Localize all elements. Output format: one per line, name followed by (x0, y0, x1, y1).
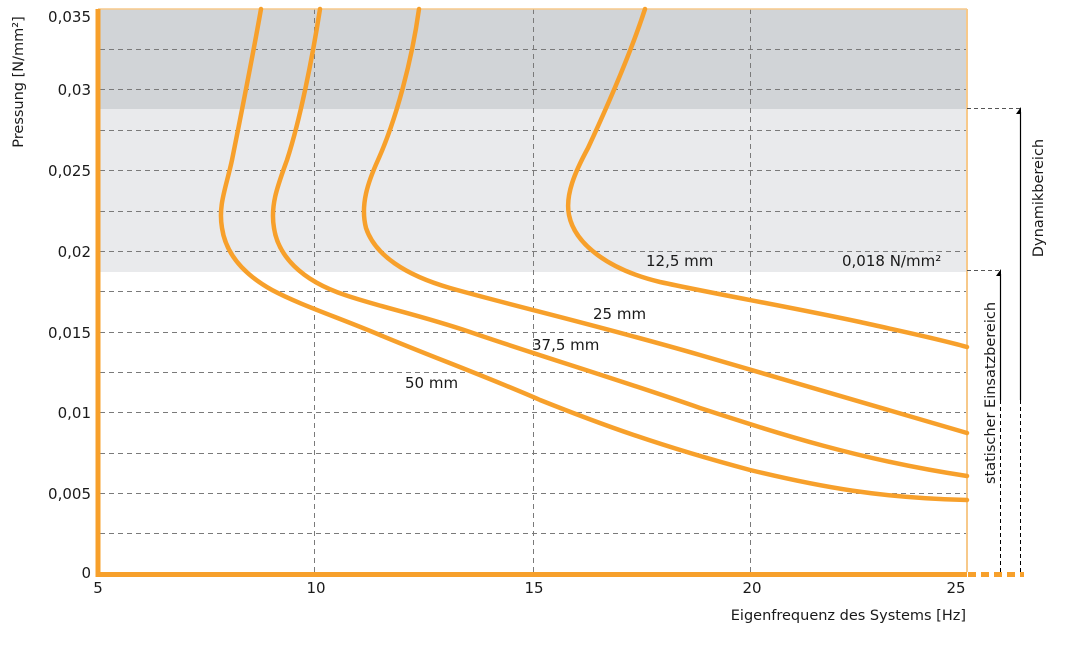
curve-37-5mm (270, 6, 970, 479)
x-tick-labels: 5 10 15 20 25 (93, 579, 965, 597)
x-tick: 15 (524, 579, 543, 597)
label-12-5mm: 12,5 mm (646, 252, 713, 270)
y-tick-labels: 0 0,005 0,01 0,015 0,02 0,025 0,03 0,035 (48, 8, 91, 582)
x-tick: 10 (306, 579, 325, 597)
curve-12-5mm (565, 6, 970, 350)
y-tick: 0,02 (58, 243, 91, 261)
static-range-label: statischer Einsatzbereich (983, 302, 999, 484)
upper-band (98, 9, 967, 109)
label-25mm: 25 mm (593, 305, 646, 323)
dynamic-arrow-icon (1016, 107, 1021, 114)
label-static-limit: 0,018 N/mm² (842, 252, 941, 270)
y-tick: 0,035 (48, 8, 91, 26)
curve-50mm (218, 6, 970, 503)
y-tick: 0,015 (48, 324, 91, 342)
dynamic-band (98, 109, 967, 272)
curves (218, 6, 970, 503)
x-tick: 20 (742, 579, 761, 597)
static-arrow-icon (996, 269, 1001, 276)
y-tick: 0 (81, 564, 91, 582)
y-tick: 0,005 (48, 485, 91, 503)
v-grid (314, 9, 751, 572)
y-axis-title: Pressung [N/mm²] (11, 16, 27, 147)
y-tick: 0,01 (58, 404, 91, 422)
y-tick: 0,03 (58, 81, 91, 99)
y-tick: 0,025 (48, 162, 91, 180)
x-tick: 25 (946, 579, 965, 597)
range-indicators (967, 107, 1022, 572)
curve-25mm (361, 6, 970, 436)
dynamic-range-label: Dynamikbereich (1031, 139, 1047, 257)
label-50mm: 50 mm (405, 374, 458, 392)
x-axis-title: Eigenfrequenz des Systems [Hz] (731, 608, 966, 624)
label-37-5mm: 37,5 mm (532, 336, 599, 354)
x-tick: 5 (93, 579, 103, 597)
